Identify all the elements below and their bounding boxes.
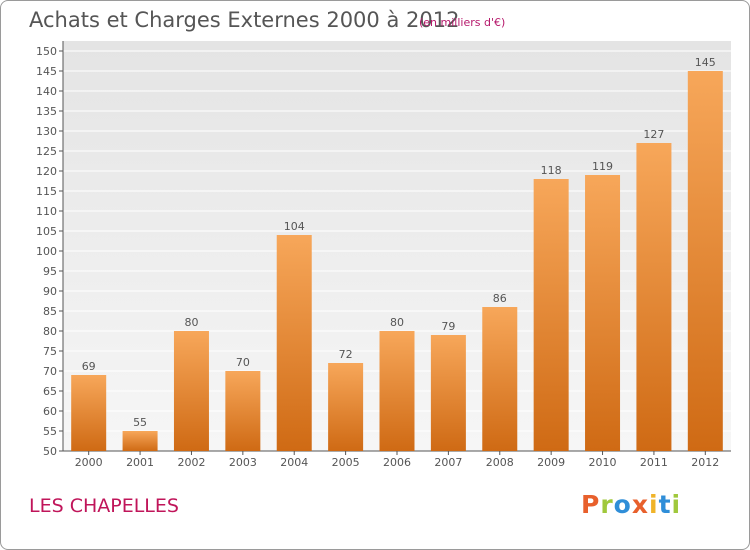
bar <box>328 363 364 451</box>
data-label: 55 <box>133 416 147 429</box>
logo-letter: o <box>613 490 632 519</box>
bar <box>482 307 518 451</box>
bar <box>533 179 569 451</box>
bar <box>276 235 312 451</box>
y-tick-label: 55 <box>43 425 57 438</box>
y-tick-label: 65 <box>43 385 57 398</box>
data-label: 79 <box>441 320 455 333</box>
data-label: 104 <box>284 220 305 233</box>
logo-letter: t <box>658 490 672 519</box>
chart-title: Achats et Charges Externes 2000 à 2012 <box>29 8 460 32</box>
data-label: 86 <box>493 292 507 305</box>
y-tick-label: 115 <box>36 185 57 198</box>
data-label: 80 <box>184 316 198 329</box>
x-tick-label: 2006 <box>383 456 411 469</box>
logo-letter: x <box>631 490 649 519</box>
data-label: 145 <box>695 56 716 69</box>
bar <box>71 375 107 451</box>
y-tick-label: 140 <box>36 85 57 98</box>
x-tick-label: 2004 <box>280 456 308 469</box>
proxiti-logo: Proxiti <box>581 490 681 519</box>
y-tick-label: 125 <box>36 145 57 158</box>
bar <box>173 331 209 451</box>
data-label: 70 <box>236 356 250 369</box>
bar <box>225 371 261 451</box>
y-tick-label: 105 <box>36 225 57 238</box>
x-tick-label: 2001 <box>126 456 154 469</box>
logo-letter: P <box>581 490 601 519</box>
y-tick-label: 95 <box>43 265 57 278</box>
bar <box>379 331 415 451</box>
y-tick-label: 110 <box>36 205 57 218</box>
y-tick-label: 85 <box>43 305 57 318</box>
logo-letter: r <box>600 490 614 519</box>
logo-letter: i <box>671 490 682 519</box>
y-tick-label: 130 <box>36 125 57 138</box>
y-tick-label: 75 <box>43 345 57 358</box>
data-label: 80 <box>390 316 404 329</box>
data-label: 69 <box>82 360 96 373</box>
bar <box>430 335 466 451</box>
y-tick-label: 135 <box>36 105 57 118</box>
x-tick-label: 2007 <box>434 456 462 469</box>
data-label: 118 <box>541 164 562 177</box>
x-tick-label: 2012 <box>691 456 719 469</box>
x-tick-label: 2010 <box>589 456 617 469</box>
y-tick-label: 100 <box>36 245 57 258</box>
y-tick-label: 70 <box>43 365 57 378</box>
commune-name: LES CHAPELLES <box>29 495 179 517</box>
x-tick-label: 2003 <box>229 456 257 469</box>
y-tick-label: 145 <box>36 65 57 78</box>
y-tick-label: 120 <box>36 165 57 178</box>
x-tick-label: 2011 <box>640 456 668 469</box>
bar <box>636 143 672 451</box>
bar <box>122 431 158 451</box>
y-tick-label: 50 <box>43 445 57 458</box>
bar <box>687 71 723 451</box>
x-tick-label: 2009 <box>537 456 565 469</box>
y-tick-label: 80 <box>43 325 57 338</box>
x-tick-label: 2000 <box>75 456 103 469</box>
bar <box>585 175 621 451</box>
logo-letter: i <box>649 490 659 519</box>
data-label: 72 <box>339 348 353 361</box>
x-tick-label: 2002 <box>177 456 205 469</box>
y-tick-label: 90 <box>43 285 57 298</box>
data-label: 119 <box>592 160 613 173</box>
y-tick-label: 150 <box>36 45 57 58</box>
chart-subtitle: (en milliers d'€) <box>419 16 506 29</box>
data-label: 127 <box>643 128 664 141</box>
x-tick-label: 2008 <box>486 456 514 469</box>
x-tick-label: 2005 <box>332 456 360 469</box>
y-tick-label: 60 <box>43 405 57 418</box>
